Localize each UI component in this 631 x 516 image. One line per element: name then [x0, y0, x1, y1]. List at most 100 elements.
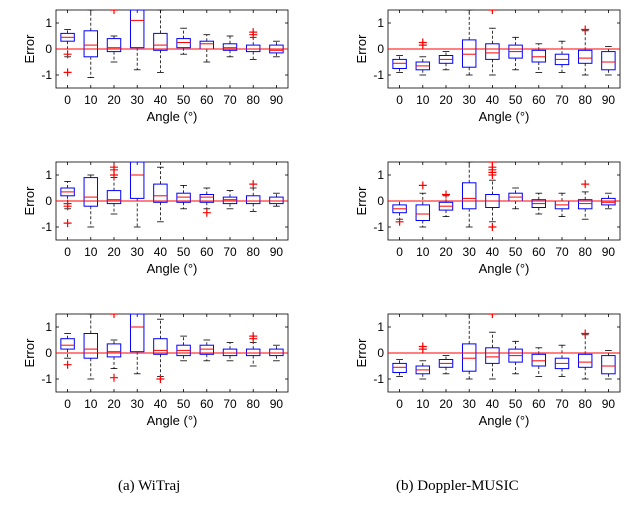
x-tick-label: 30 [463, 93, 477, 107]
x-tick-label: 60 [532, 245, 546, 259]
x-tick-label: 80 [579, 245, 593, 259]
y-axis-label: Error [354, 34, 369, 64]
box-iqr [577, 49, 593, 64]
box-50 [176, 335, 191, 362]
box-50 [176, 184, 191, 210]
y-axis-label: Error [22, 338, 37, 368]
box-0 [392, 359, 407, 377]
box-iqr [60, 338, 75, 350]
box-iqr [129, 162, 145, 199]
x-tick-label: 80 [247, 397, 261, 411]
x-tick-label: 10 [416, 397, 430, 411]
y-axis-label: Error [22, 186, 37, 216]
box-90 [601, 192, 616, 210]
box-iqr [222, 196, 238, 205]
box-20 [106, 163, 122, 215]
box-20 [438, 355, 454, 375]
box-60 [199, 339, 215, 362]
y-tick-label: 1 [45, 16, 52, 30]
x-tick-label: 0 [64, 397, 71, 411]
x-tick-label: 40 [154, 245, 168, 259]
x-tick-label: 10 [84, 245, 98, 259]
x-tick-label: 70 [223, 397, 237, 411]
box-20 [106, 10, 122, 63]
y-tick-label: -1 [41, 68, 52, 82]
plot-area [56, 10, 288, 78]
x-tick-label: 0 [396, 245, 403, 259]
x-tick-label: 60 [200, 93, 214, 107]
x-tick-label: 50 [177, 245, 191, 259]
x-tick-label: 40 [486, 93, 500, 107]
outlier-marker [442, 190, 450, 199]
x-tick-label: 90 [270, 245, 284, 259]
box-iqr [83, 333, 99, 359]
box-0 [392, 55, 407, 73]
x-tick-label: 80 [579, 397, 593, 411]
y-tick-label: 1 [377, 16, 384, 30]
x-tick-label: 0 [64, 93, 71, 107]
x-tick-label: 0 [64, 245, 71, 259]
box-iqr [106, 343, 122, 358]
plot-area [56, 162, 288, 228]
box-10 [415, 38, 431, 76]
box-0 [60, 333, 75, 369]
x-tick-label: 70 [223, 245, 237, 259]
y-tick-label: 1 [377, 168, 384, 182]
x-axis-label: Angle (°) [479, 109, 530, 124]
outlier-marker [581, 329, 590, 338]
box-iqr [153, 338, 168, 355]
x-tick-label: 60 [532, 93, 546, 107]
x-tick-label: 80 [247, 245, 261, 259]
plot-area [388, 10, 620, 76]
box-iqr [461, 343, 477, 372]
y-tick-label: 0 [377, 346, 384, 360]
box-0 [60, 29, 75, 77]
outlier-marker [249, 180, 258, 189]
box-10 [83, 174, 99, 228]
x-tick-label: 40 [486, 397, 500, 411]
box-80 [577, 180, 593, 220]
box-iqr [531, 49, 547, 63]
box-90 [601, 349, 616, 380]
outlier-marker [110, 10, 118, 14]
y-axis-label: Error [354, 338, 369, 368]
outlier-marker [110, 314, 118, 318]
box-50 [508, 340, 523, 375]
box-iqr [199, 194, 215, 203]
box-iqr [269, 348, 284, 357]
x-tick-label: 60 [200, 245, 214, 259]
x-tick-label: 40 [154, 397, 168, 411]
caption-doppler-music: (b) Doppler-MUSIC [396, 478, 519, 494]
box-70 [554, 344, 570, 377]
x-tick-label: 60 [532, 397, 546, 411]
box-60 [531, 192, 547, 215]
box-30 [461, 162, 477, 228]
x-tick-label: 30 [463, 245, 477, 259]
outlier-marker [395, 217, 404, 226]
box-40 [153, 318, 168, 383]
x-tick-label: 70 [223, 93, 237, 107]
box-iqr [392, 362, 407, 373]
x-axis-label: Angle (°) [147, 109, 198, 124]
box-iqr [601, 51, 616, 71]
y-tick-label: 0 [377, 194, 384, 208]
y-tick-label: 0 [45, 194, 52, 208]
box-iqr [222, 43, 238, 51]
x-tick-label: 90 [602, 93, 616, 107]
box-30 [461, 314, 477, 380]
outlier-marker [488, 10, 497, 14]
box-iqr [601, 355, 616, 375]
box-40 [153, 166, 168, 223]
box-iqr [601, 197, 616, 206]
caption-witraj: (a) WiTraj [118, 478, 181, 494]
y-tick-label: 0 [45, 346, 52, 360]
plot-area [388, 162, 620, 231]
box-iqr [461, 39, 477, 68]
outlier-marker [581, 180, 590, 189]
x-tick-label: 50 [177, 397, 191, 411]
outlier-marker [63, 50, 72, 59]
